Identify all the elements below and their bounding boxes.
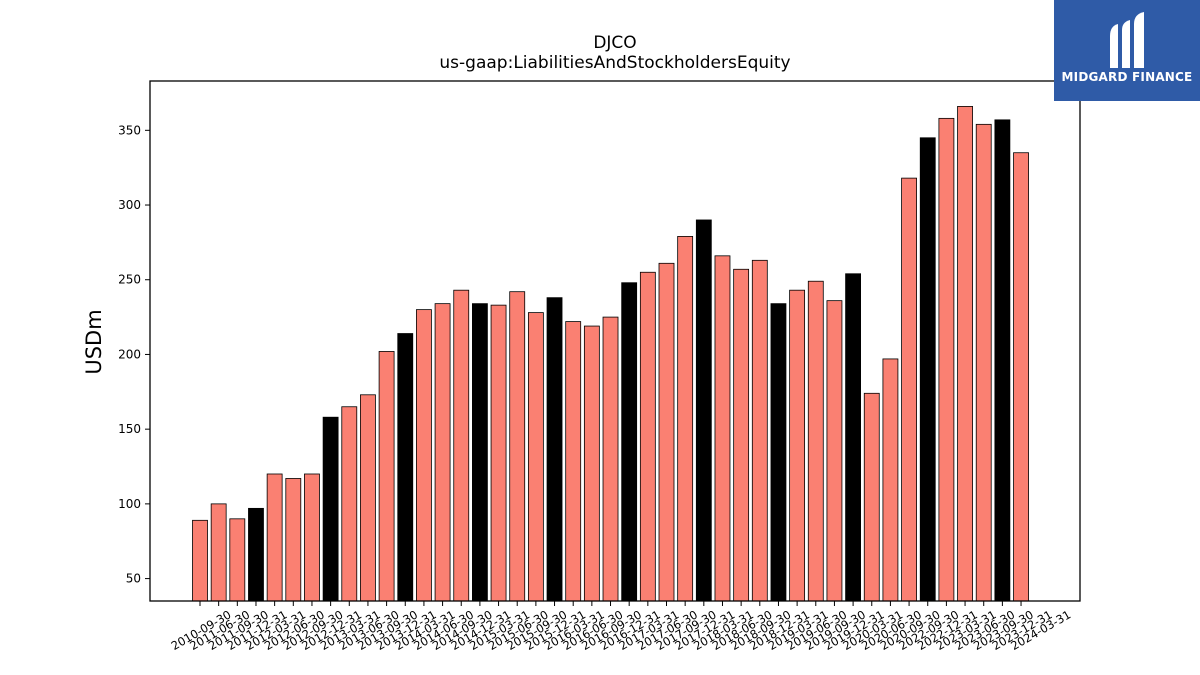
- bar-2010-09-30: [192, 519, 208, 602]
- bar-2018-09-30: [751, 259, 768, 602]
- bar-2012-06-30: [285, 478, 302, 602]
- bar-2022-12-31: [938, 117, 955, 602]
- chart-title: DJCO: [593, 33, 636, 53]
- bar-2016-12-31: [621, 282, 638, 602]
- bar-2019-12-31: [845, 273, 861, 602]
- y-tick-label: 150: [118, 422, 141, 436]
- brand-logo: MIDGARD FINANCE: [1054, 0, 1200, 101]
- bar-2016-03-31: [565, 321, 582, 602]
- bar-2014-03-31: [416, 309, 432, 602]
- bar-2011-12-31: [248, 507, 264, 602]
- bar-2015-12-31: [546, 297, 563, 602]
- bar-2017-03-31: [639, 271, 656, 602]
- plot-frame: [149, 80, 1081, 602]
- bar-2013-06-30: [360, 394, 376, 602]
- bar-2012-12-31: [322, 416, 339, 602]
- bar-2016-06-30: [583, 325, 600, 602]
- bar-2012-03-31: [266, 473, 283, 602]
- bar-2014-12-31: [471, 303, 488, 602]
- bar-2013-03-31: [341, 406, 358, 602]
- y-tick-label: 350: [118, 123, 141, 137]
- y-tick-label: 250: [118, 273, 141, 287]
- bar-2011-09-30: [229, 518, 246, 602]
- bar-2018-06-30: [733, 268, 750, 602]
- brand-name: MIDGARD FINANCE: [1061, 70, 1193, 84]
- y-tick-label: 300: [118, 198, 141, 212]
- bar-2022-09-30: [919, 137, 936, 602]
- bar-2019-09-30: [826, 300, 843, 602]
- bar-2019-03-31: [789, 289, 806, 602]
- bar-2013-09-30: [378, 351, 395, 602]
- bar-2015-03-31: [490, 304, 507, 602]
- bar-2014-09-30: [453, 289, 470, 602]
- y-axis: 50 100 150 200 250 300 350: [118, 123, 150, 586]
- bar-2019-06-30: [807, 280, 824, 602]
- bar-2013-12-31: [397, 333, 414, 602]
- x-axis: 2010-09-302011-06-302011-09-302011-12-31…: [169, 601, 1073, 653]
- bar-2023-03-31: [957, 106, 973, 602]
- y-tick-label: 100: [118, 497, 141, 511]
- bar-2023-09-30: [994, 119, 1011, 602]
- bar-2014-06-30: [434, 303, 451, 602]
- bars-group: [192, 106, 1029, 602]
- bar-2020-06-30: [882, 358, 899, 602]
- bar-2016-09-30: [602, 316, 619, 602]
- bar-2017-12-31: [695, 219, 712, 602]
- chart-subtitle: us-gaap:LiabilitiesAndStockholdersEquity: [439, 53, 790, 73]
- bar-2018-12-31: [770, 303, 787, 602]
- bar-2020-03-31: [863, 392, 880, 602]
- bar-2015-09-30: [527, 312, 544, 602]
- bar-2017-06-30: [658, 262, 675, 602]
- bar-2017-09-30: [677, 236, 694, 602]
- y-tick-label: 50: [126, 572, 141, 586]
- bar-2011-06-30: [210, 503, 227, 602]
- bar-2023-06-30: [975, 123, 992, 602]
- bar-2018-03-31: [714, 255, 731, 602]
- midgard-logo-icon: [1110, 12, 1144, 68]
- bar-2023-12-31: [1013, 152, 1029, 602]
- y-tick-label: 200: [118, 347, 141, 361]
- y-axis-label: USDm: [82, 309, 106, 374]
- bar-2012-09-30: [304, 473, 320, 602]
- bar-2015-06-30: [509, 291, 526, 602]
- bar-2020-09-30: [901, 177, 917, 602]
